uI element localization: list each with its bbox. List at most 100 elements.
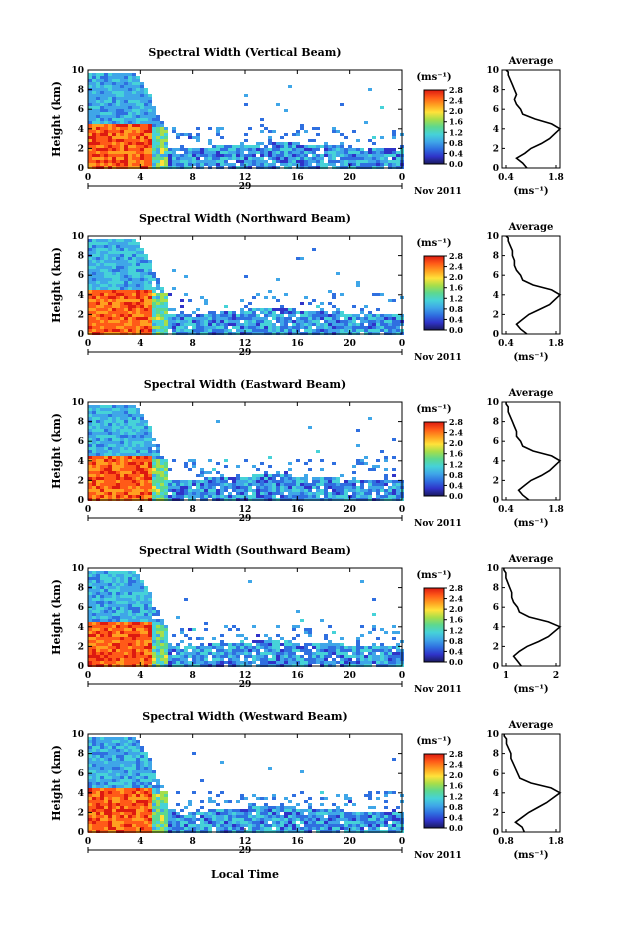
heatmap-cell <box>108 462 112 465</box>
heatmap-cell <box>212 160 216 163</box>
heatmap-cell <box>120 453 124 456</box>
heatmap-cell <box>132 815 136 818</box>
heatmap-cell <box>180 495 184 498</box>
heatmap-cell <box>88 278 92 281</box>
heatmap-cell <box>136 589 140 592</box>
heatmap-cell <box>116 607 120 610</box>
heatmap-cell <box>276 655 280 658</box>
heatmap-cell <box>200 649 204 652</box>
y-tick-label: 2 <box>78 642 84 652</box>
heatmap-cell <box>192 661 196 664</box>
heatmap-cell <box>88 100 92 103</box>
heatmap-cell <box>216 145 220 148</box>
heatmap-cell <box>336 329 340 332</box>
heatmap-cell <box>104 764 108 767</box>
heatmap-cell <box>236 652 240 655</box>
heatmap-cell <box>96 480 100 483</box>
heatmap-cell <box>112 803 116 806</box>
heatmap-cell <box>132 812 136 815</box>
heatmap-cells <box>88 405 404 501</box>
heatmap-cell <box>116 405 120 408</box>
heatmap-cell <box>228 323 232 326</box>
heatmap-cell <box>268 154 272 157</box>
heatmap-cell <box>260 489 264 492</box>
x-tick-label: 4 <box>137 505 143 515</box>
heatmap-cell <box>364 462 368 465</box>
heatmap-cell <box>100 595 104 598</box>
heatmap-cell <box>156 121 160 124</box>
heatmap-cell <box>112 818 116 821</box>
heatmap-cells <box>88 239 404 335</box>
heatmap-cell <box>168 163 172 166</box>
heatmap-cell <box>304 646 308 649</box>
heatmap-cell <box>108 447 112 450</box>
heatmap-cell <box>148 447 152 450</box>
heatmap-cell <box>88 634 92 637</box>
heatmap-cell <box>364 151 368 154</box>
heatmap-cell <box>104 275 108 278</box>
heatmap-cell <box>204 151 208 154</box>
heatmap-cell <box>184 652 188 655</box>
heatmap-cell <box>136 462 140 465</box>
heatmap-cell <box>360 625 364 628</box>
heatmap-cell <box>104 800 108 803</box>
heatmap-cell <box>216 323 220 326</box>
heatmap-cell <box>152 151 156 154</box>
heatmap-cell <box>124 79 128 82</box>
heatmap-cell <box>264 646 268 649</box>
heatmap-cell <box>132 148 136 151</box>
heatmap-cell <box>372 483 376 486</box>
heatmap-cell <box>160 634 164 637</box>
heatmap-cell <box>92 326 96 329</box>
heatmap-cell <box>280 154 284 157</box>
heatmap-cell <box>116 308 120 311</box>
heatmap-cell <box>128 746 132 749</box>
heatmap-cell <box>144 489 148 492</box>
heatmap-cell <box>192 323 196 326</box>
heatmap-cell <box>160 311 164 314</box>
heatmap-cell <box>132 634 136 637</box>
heatmap-cell <box>120 483 124 486</box>
heatmap-cell <box>128 269 132 272</box>
x-tick-label: 20 <box>343 671 356 681</box>
heatmap-cell <box>196 474 200 477</box>
heatmap-cell <box>292 133 296 136</box>
heatmap-cell <box>240 646 244 649</box>
heatmap-cell <box>160 465 164 468</box>
heatmap-cell <box>92 652 96 655</box>
heatmap-cell <box>132 269 136 272</box>
heatmap-cell <box>176 486 180 489</box>
heatmap-cell <box>320 302 324 305</box>
heatmap-cell <box>148 429 152 432</box>
heatmap-cell <box>372 163 376 166</box>
heatmap-cell <box>148 646 152 649</box>
heatmap-cell <box>352 157 356 160</box>
heatmap-cell <box>224 317 228 320</box>
average-profile-line <box>505 235 562 335</box>
heatmap-cell <box>116 571 120 574</box>
heatmap-cell <box>184 462 188 465</box>
heatmap-cell <box>144 604 148 607</box>
heatmap-cell <box>280 658 284 661</box>
colorbar-tick-label: 2.4 <box>449 262 463 272</box>
heatmap-cell <box>88 151 92 154</box>
heatmap-cell <box>136 761 140 764</box>
heatmap-cell <box>112 109 116 112</box>
heatmap-cell <box>100 649 104 652</box>
heatmap-cell <box>108 459 112 462</box>
heatmap-cell <box>264 317 268 320</box>
heatmap-cell <box>120 139 124 142</box>
heatmap-cell <box>132 746 136 749</box>
heatmap-cell <box>136 76 140 79</box>
heatmap-cell <box>128 818 132 821</box>
average-frame <box>501 69 561 169</box>
heatmap-cell <box>224 483 228 486</box>
heatmap-cell <box>152 474 156 477</box>
heatmap-cell <box>88 323 92 326</box>
heatmap-cell <box>128 764 132 767</box>
heatmap-cell <box>152 607 156 610</box>
heatmap-cell <box>220 314 224 317</box>
heatmap-cell <box>104 785 108 788</box>
heatmap-cell <box>116 794 120 797</box>
heatmap-cell <box>104 803 108 806</box>
